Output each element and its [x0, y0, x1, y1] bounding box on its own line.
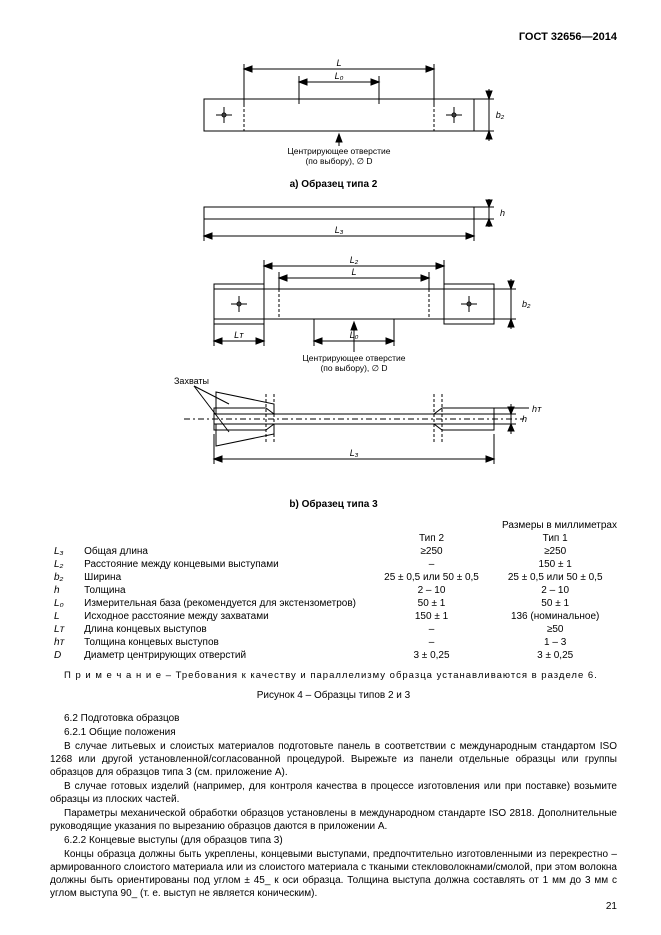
svg-text:(по выбору), ∅ D: (по выбору), ∅ D [305, 156, 372, 166]
svg-text:b₂: b₂ [495, 110, 504, 120]
svg-text:hᴛ: hᴛ [532, 404, 542, 414]
svg-text:L₀: L₀ [334, 71, 343, 81]
caption-type2: a) Образец типа 2 [50, 178, 617, 191]
note-text: П р и м е ч а н и е – Требования к качес… [64, 670, 617, 682]
col-type2: Тип 2 [370, 532, 494, 545]
paragraph: В случае готовых изделий (например, для … [50, 780, 617, 806]
svg-text:Центрирующее отверстие: Центрирующее отверстие [302, 353, 405, 363]
diagram-type2-side: h L₃ [154, 199, 514, 254]
table-row: L₂Расстояние между концевыми выступами–1… [50, 558, 617, 571]
table-row: hТолщина2 – 102 – 10 [50, 584, 617, 597]
svg-text:h: h [522, 414, 527, 424]
svg-text:Захваты: Захваты [174, 376, 209, 386]
svg-text:L: L [351, 267, 356, 277]
svg-text:(по выбору), ∅ D: (по выбору), ∅ D [320, 363, 387, 373]
caption-type3: b) Образец типа 3 [50, 498, 617, 511]
table-row: b₂Ширина25 ± 0,5 или 50 ± 0,525 ± 0,5 ил… [50, 571, 617, 584]
svg-text:L₂: L₂ [349, 255, 358, 265]
table-row: DДиаметр центрирующих отверстий3 ± 0,253… [50, 649, 617, 662]
page-number: 21 [606, 900, 617, 913]
table-row: LᴛДлина концевых выступов–≥50 [50, 623, 617, 636]
svg-text:b₂: b₂ [522, 299, 531, 309]
paragraph: Параметры механической обработки образцо… [50, 807, 617, 833]
heading-6-2-2: 6.2.2 Концевые выступы (для образцов тип… [50, 834, 617, 847]
svg-text:L₃: L₃ [349, 448, 358, 458]
svg-text:L: L [336, 58, 341, 68]
svg-text:h: h [500, 208, 505, 218]
col-type1: Тип 1 [493, 532, 617, 545]
heading-6-2: 6.2 Подготовка образцов [50, 712, 617, 725]
diagram-type3: L₂ L b₂ Lᴛ L₀ Центрирующее отверстие [124, 254, 544, 494]
svg-text:Центрирующее отверстие: Центрирующее отверстие [287, 146, 390, 156]
body-text: 6.2 Подготовка образцов 6.2.1 Общие поло… [50, 712, 617, 900]
table-row: LИсходное расстояние между захватами150 … [50, 610, 617, 623]
svg-text:Lᴛ: Lᴛ [234, 330, 244, 340]
svg-text:L₃: L₃ [334, 225, 343, 235]
heading-6-2-1: 6.2.1 Общие положения [50, 726, 617, 739]
table-row: L₀Измерительная база (рекомендуется для … [50, 597, 617, 610]
table-row: L₃Общая длина≥250≥250 [50, 545, 617, 558]
diagram-type2-top: L L₀ b₂ Центрирующее отверстие (по выбор… [154, 54, 514, 174]
table-row: hᴛТолщина концевых выступов–1 – 3 [50, 636, 617, 649]
document-code: ГОСТ 32656—2014 [50, 30, 617, 44]
paragraph: Концы образца должны быть укреплены, кон… [50, 848, 617, 900]
paragraph: В случае литьевых и слоистых материалов … [50, 740, 617, 779]
dims-unit-label: Размеры в миллиметрах [50, 519, 617, 532]
dimensions-table: Тип 2 Тип 1 L₃Общая длина≥250≥250 L₂Расс… [50, 532, 617, 662]
figure-title: Рисунок 4 – Образцы типов 2 и 3 [50, 689, 617, 702]
page: { "header": "ГОСТ 32656—2014", "pageNumb… [0, 0, 661, 935]
